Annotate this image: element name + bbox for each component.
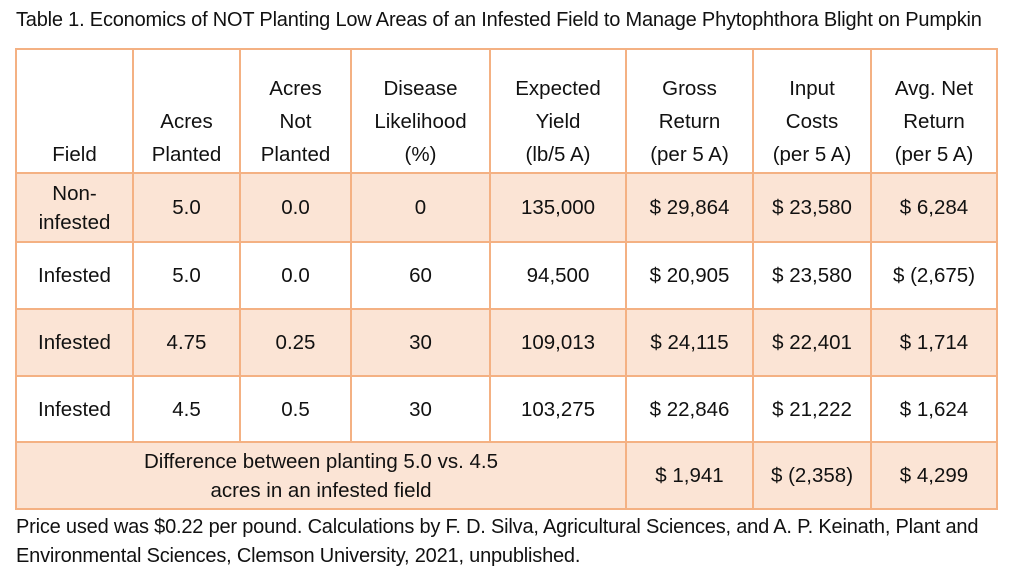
cell-disease-likelihood: 0 xyxy=(350,172,491,243)
header-disease-likelihood: Disease Likelihood (%) xyxy=(350,48,491,174)
cell-acres-not-planted: 0.25 xyxy=(239,308,352,377)
table-row: Infested 5.0 0.0 60 94,500 $ 20,905 $ 23,580 $ … xyxy=(15,241,998,310)
cell-input-costs: $ 22,401 xyxy=(752,308,872,377)
cell-field: Infested xyxy=(15,241,134,310)
cell-acres-not-planted: 0.5 xyxy=(239,375,352,443)
difference-label: Difference between planting 5.0 vs. 4.5 … xyxy=(15,441,627,510)
cell-gross-return: $ 20,905 xyxy=(625,241,754,310)
cell-input-costs: $ 21,222 xyxy=(752,375,872,443)
header-line: Likelihood xyxy=(374,110,467,133)
table-row: Infested 4.5 0.5 30 103,275 $ 22,846 $ 21,222 $… xyxy=(15,375,998,443)
header-line: Return xyxy=(658,110,721,133)
cell-disease-likelihood: 30 xyxy=(350,308,491,377)
header-input-costs: Input Costs (per 5 A) xyxy=(752,48,872,174)
header-line: (per 5 A) xyxy=(772,143,852,166)
cell-disease-likelihood: 30 xyxy=(350,375,491,443)
cell-gross-return: $ 24,115 xyxy=(625,308,754,377)
cell-acres-planted: 5.0 xyxy=(132,241,241,310)
header-line: Planted xyxy=(151,143,222,166)
cell-expected-yield: 94,500 xyxy=(489,241,627,310)
header-line: Gross xyxy=(662,77,717,100)
header-field: Field xyxy=(15,48,134,174)
economics-table: Field Acres Planted Acres Not Planted Disease L… xyxy=(15,48,998,510)
header-expected-yield: Expected Yield (lb/5 A) xyxy=(489,48,627,174)
cell-avg-net-return: $ 6,284 xyxy=(870,172,998,243)
table-title: Table 1. Economics of NOT Planting Low A… xyxy=(16,9,982,31)
header-line: Input xyxy=(789,77,835,100)
cell-avg-net-return: $ 1,624 xyxy=(870,375,998,443)
difference-value: $ (2,358) xyxy=(752,441,872,510)
header-avg-net-return: Avg. Net Return (per 5 A) xyxy=(870,48,998,174)
header-line: Field xyxy=(52,143,97,166)
header-line: Acres xyxy=(269,77,322,100)
cell-gross-return: $ 22,846 xyxy=(625,375,754,443)
header-line: Avg. Net xyxy=(894,77,974,100)
cell-field: Infested xyxy=(15,375,134,443)
header-line: Not xyxy=(279,110,312,133)
difference-value: $ 1,941 xyxy=(625,441,754,510)
cell-acres-not-planted: 0.0 xyxy=(239,241,352,310)
header-line: (%) xyxy=(404,143,437,166)
cell-gross-return: $ 29,864 xyxy=(625,172,754,243)
cell-expected-yield: 103,275 xyxy=(489,375,627,443)
difference-row: Difference between planting 5.0 vs. 4.5 … xyxy=(15,441,998,510)
cell-expected-yield: 109,013 xyxy=(489,308,627,377)
header-line: Return xyxy=(903,110,965,133)
cell-input-costs: $ 23,580 xyxy=(752,172,872,243)
cell-disease-likelihood: 60 xyxy=(350,241,491,310)
cell-acres-planted: 4.5 xyxy=(132,375,241,443)
cell-field: Non-infested xyxy=(15,172,134,243)
header-line: Yield xyxy=(535,110,581,133)
header-line: Disease xyxy=(383,77,458,100)
cell-acres-planted: 4.75 xyxy=(132,308,241,377)
header-acres-planted: Acres Planted xyxy=(132,48,241,174)
header-line: (lb/5 A) xyxy=(525,143,591,166)
difference-value: $ 4,299 xyxy=(870,441,998,510)
cell-expected-yield: 135,000 xyxy=(489,172,627,243)
cell-avg-net-return: $ 1,714 xyxy=(870,308,998,377)
header-line: Acres xyxy=(160,110,213,133)
cell-avg-net-return: $ (2,675) xyxy=(870,241,998,310)
cell-acres-planted: 5.0 xyxy=(132,172,241,243)
cell-input-costs: $ 23,580 xyxy=(752,241,872,310)
header-line: Costs xyxy=(785,110,839,133)
header-acres-not-planted: Acres Not Planted xyxy=(239,48,352,174)
header-line: Expected xyxy=(515,77,601,100)
cell-acres-not-planted: 0.0 xyxy=(239,172,352,243)
header-gross-return: Gross Return (per 5 A) xyxy=(625,48,754,174)
header-line: Planted xyxy=(260,143,331,166)
cell-field: Infested xyxy=(15,308,134,377)
header-line: (per 5 A) xyxy=(650,143,729,166)
table-row: Infested 4.75 0.25 30 109,013 $ 24,115 $ 22,40… xyxy=(15,308,998,377)
header-line: (per 5 A) xyxy=(894,143,974,166)
table-footnote: Price used was $0.22 per pound. Calculat… xyxy=(16,516,979,567)
table-row: Non-infested 5.0 0.0 0 135,000 $ 29,864 $ 23,5… xyxy=(15,172,998,243)
